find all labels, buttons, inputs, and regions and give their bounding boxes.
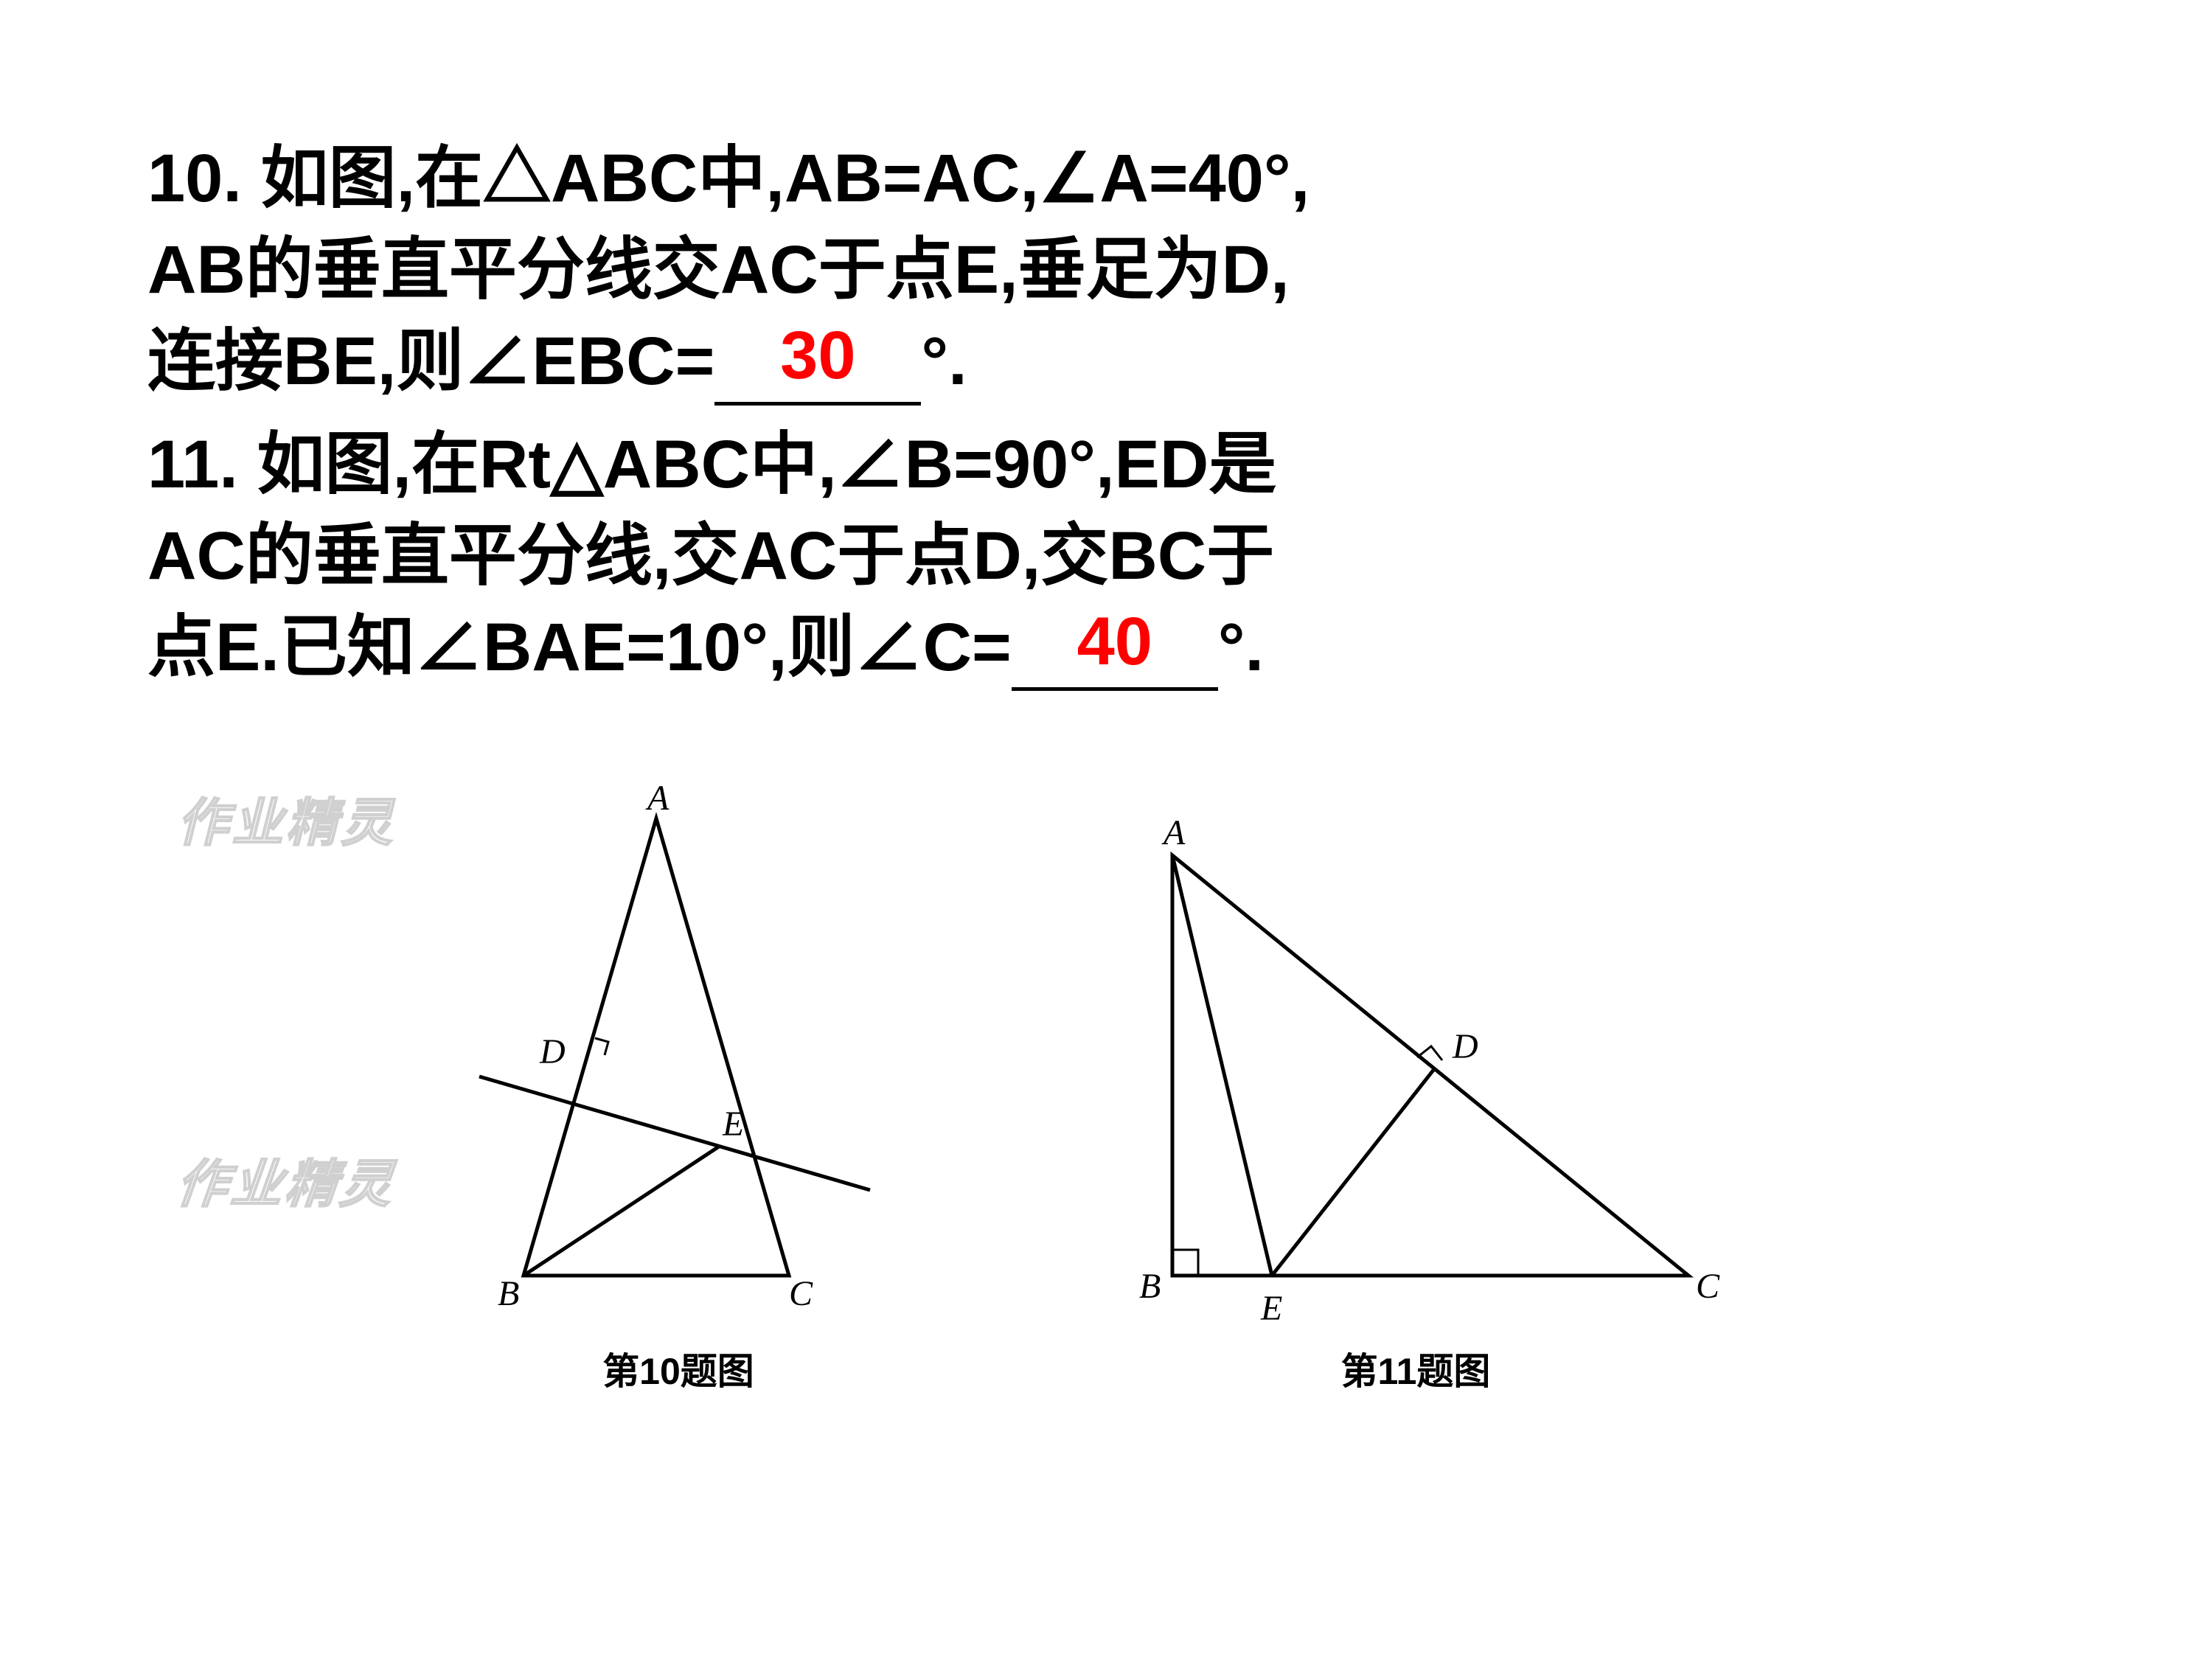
- problem-10-line1: 如图,在△ABC中,AB=AC,∠A=40°,: [260, 141, 1310, 216]
- fig10-label-E: E: [722, 1105, 744, 1144]
- figure-10-caption: 第10题图: [420, 1342, 936, 1395]
- problem-10-blank: 30: [714, 310, 921, 405]
- fig11-label-D: D: [1452, 1027, 1478, 1066]
- problem-10: 10. 如图,在△ABC中,AB=AC,∠A=40°, AB的垂直平分线交AC于…: [147, 133, 2065, 411]
- problem-11-line1: 如图,在Rt△ABC中,∠B=90°,ED是: [257, 427, 1276, 502]
- fig10-label-C: C: [789, 1274, 813, 1313]
- problem-10-line3-before: 连接BE,则∠EBC=: [147, 324, 714, 399]
- fig10-label-D: D: [539, 1032, 566, 1071]
- figure-11: A B C D E 第11题图: [1084, 804, 1747, 1395]
- problem-11-number: 11.: [147, 427, 238, 502]
- fig11-label-A: A: [1161, 813, 1186, 852]
- problem-11-line2: AC的垂直平分线,交AC于点D,交BC于: [147, 518, 1274, 594]
- problem-11-line3-after: °.: [1218, 610, 1264, 685]
- fig11-label-B: B: [1139, 1267, 1161, 1306]
- problem-11: 11. 如图,在Rt△ABC中,∠B=90°,ED是 AC的垂直平分线,交AC于…: [147, 419, 2065, 698]
- figure-10: A B C D E 第10题图: [420, 774, 936, 1395]
- figures-container: A B C D E 第10题图: [147, 774, 2065, 1548]
- problem-11-answer: 40: [1062, 604, 1167, 679]
- fig10-label-A: A: [645, 779, 669, 818]
- problem-10-line3-after: °.: [921, 324, 967, 399]
- problem-11-blank: 40: [1012, 596, 1218, 691]
- problem-10-line2: AB的垂直平分线交AC于点E,垂足为D,: [147, 232, 1290, 307]
- problem-10-answer: 30: [765, 318, 870, 393]
- fig11-label-C: C: [1696, 1267, 1720, 1306]
- figure-11-caption: 第11题图: [1084, 1342, 1747, 1395]
- fig10-label-B: B: [498, 1274, 519, 1313]
- problem-11-line3-before: 点E.已知∠BAE=10°,则∠C=: [147, 610, 1012, 685]
- figure-10-svg: A B C D E: [420, 774, 936, 1327]
- problem-10-number: 10.: [147, 141, 242, 216]
- figure-11-svg: A B C D E: [1084, 804, 1747, 1327]
- problems-container: 10. 如图,在△ABC中,AB=AC,∠A=40°, AB的垂直平分线交AC于…: [147, 133, 2065, 697]
- fig11-label-E: E: [1260, 1289, 1282, 1327]
